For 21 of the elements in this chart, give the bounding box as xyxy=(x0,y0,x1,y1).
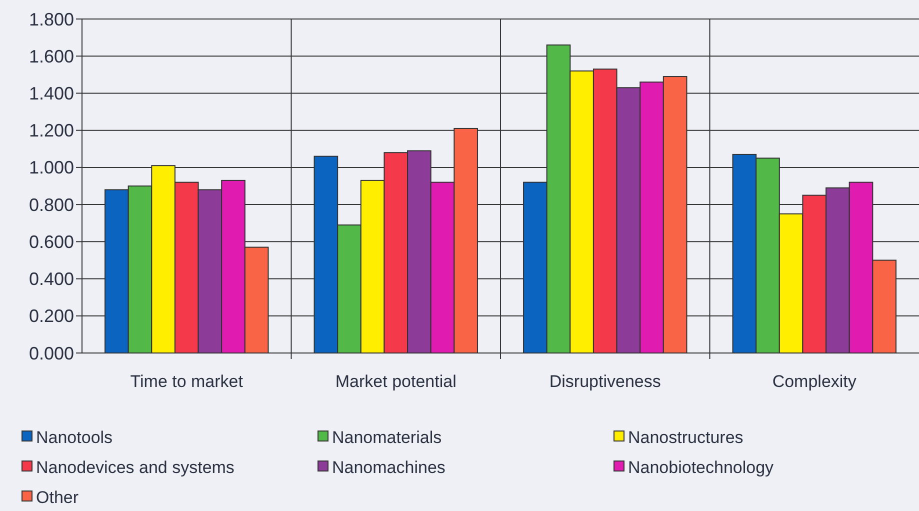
x-tick-label: Disruptiveness xyxy=(549,372,661,391)
y-tick-label: 0.800 xyxy=(28,194,74,215)
y-tick-label: 1.600 xyxy=(28,46,74,66)
y-tick-label: 1.400 xyxy=(28,84,74,104)
y-tick-label: 0.200 xyxy=(28,306,74,326)
legend-label: Nanostructures xyxy=(628,428,744,447)
legend-label: Nanobiotechnology xyxy=(628,458,774,477)
legend-label: Nanodevices and systems xyxy=(36,458,234,477)
x-tick-label: Time to market xyxy=(130,372,244,391)
x-tick-label: Complexity xyxy=(772,372,857,391)
legend-label: Nanomachines xyxy=(332,458,446,477)
y-tick-label: 0.000 xyxy=(28,343,74,364)
legend-label: Nanomaterials xyxy=(332,428,442,447)
y-tick-label: 1.000 xyxy=(28,158,74,178)
legend-label: Nanotools xyxy=(36,428,113,447)
y-tick-label: 0.400 xyxy=(28,269,74,290)
legend-label: Other xyxy=(36,488,79,507)
y-tick-label: 1.200 xyxy=(28,120,74,141)
x-tick-label: Market potential xyxy=(335,372,456,391)
y-tick-label: 1.800 xyxy=(28,9,74,30)
y-tick-label: 0.600 xyxy=(28,232,74,252)
